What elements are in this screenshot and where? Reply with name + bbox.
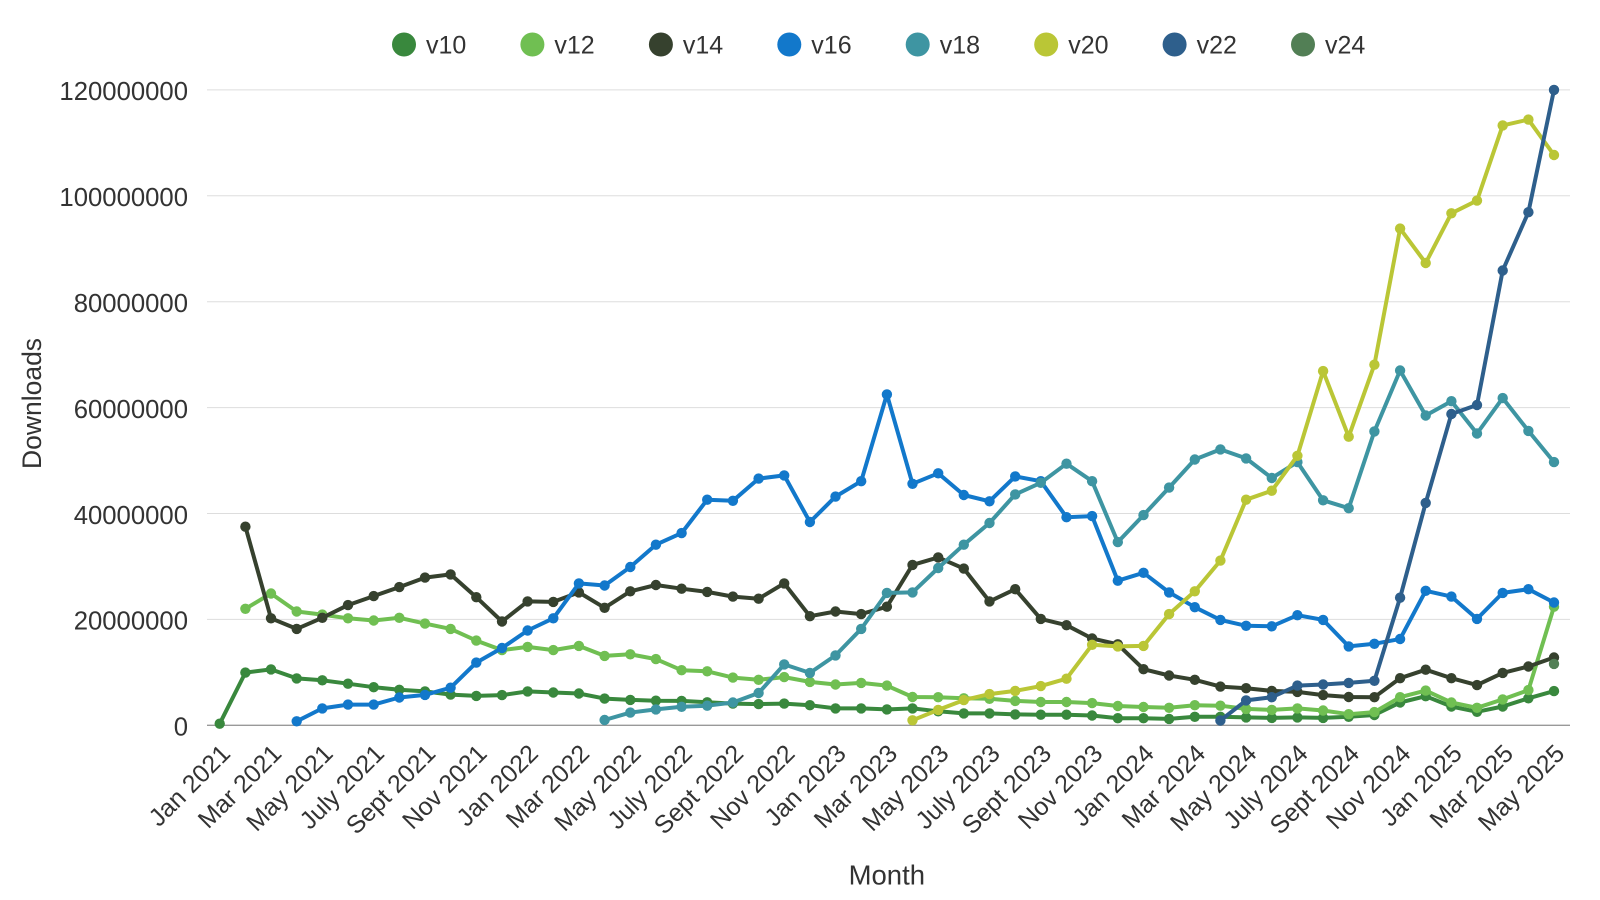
svg-text:0: 0 bbox=[174, 714, 188, 742]
svg-text:v14: v14 bbox=[683, 32, 723, 60]
svg-text:v12: v12 bbox=[554, 32, 594, 60]
svg-text:v24: v24 bbox=[1325, 32, 1365, 60]
svg-text:v18: v18 bbox=[940, 32, 980, 60]
svg-text:Month: Month bbox=[849, 860, 925, 891]
svg-text:v10: v10 bbox=[426, 32, 466, 60]
svg-text:20000000: 20000000 bbox=[74, 608, 188, 636]
svg-text:v20: v20 bbox=[1068, 32, 1108, 60]
svg-text:v22: v22 bbox=[1197, 32, 1237, 60]
svg-text:120000000: 120000000 bbox=[59, 78, 188, 106]
svg-text:60000000: 60000000 bbox=[74, 396, 188, 424]
svg-text:40000000: 40000000 bbox=[74, 502, 188, 530]
svg-text:Downloads: Downloads bbox=[17, 338, 47, 469]
svg-text:80000000: 80000000 bbox=[74, 290, 188, 318]
svg-text:v16: v16 bbox=[811, 32, 851, 60]
svg-text:100000000: 100000000 bbox=[59, 184, 188, 212]
